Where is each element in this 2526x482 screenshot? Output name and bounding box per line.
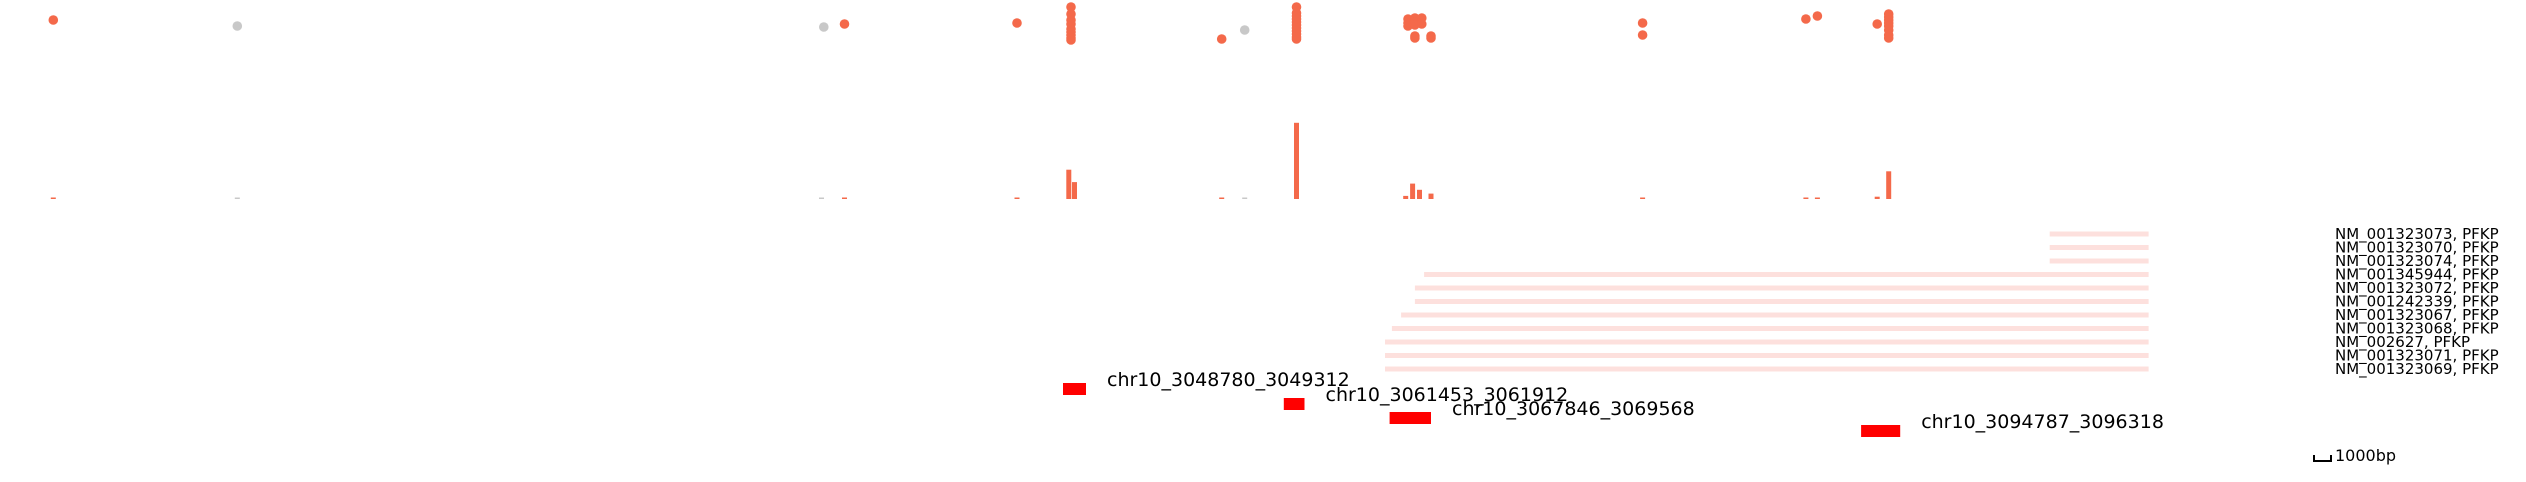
scale-bar-label: 1000bp <box>2335 446 2396 465</box>
scatter-point <box>1637 30 1648 40</box>
signal-bar <box>1242 197 1248 199</box>
signal-bar-track <box>50 122 1892 199</box>
scatter-point <box>1637 18 1648 28</box>
scatter-point <box>1872 19 1882 29</box>
scatter-point <box>1012 18 1022 28</box>
signal-bar <box>234 197 240 199</box>
scatter-point <box>1066 2 1076 12</box>
signal-bar <box>1803 197 1809 199</box>
signal-bar <box>1814 197 1820 199</box>
signal-bar <box>1874 196 1880 199</box>
signal-bar <box>1014 197 1020 199</box>
scatter-point <box>1066 35 1076 45</box>
transcript-label: NM_001323073, PFKP <box>2335 225 2499 244</box>
transcript-label: NM_001323071, PFKP <box>2335 347 2499 366</box>
signal-bar <box>1294 122 1299 199</box>
transcript-label: NM_001323069, PFKP <box>2335 360 2499 379</box>
scatter-point <box>1883 33 1894 43</box>
transcript-label: NM_001323072, PFKP <box>2335 279 2499 298</box>
scale-bar: 1000bp <box>2313 446 2396 465</box>
scatter-point <box>1239 25 1250 35</box>
transcript-line <box>2049 231 2149 237</box>
transcript-label: NM_002627, PFKP <box>2335 333 2470 352</box>
peak-label: chr10_3067846_3069568 <box>1452 398 1695 420</box>
peak-block <box>1063 383 1086 395</box>
transcript-line <box>1414 285 2149 291</box>
scatter-point <box>1426 33 1436 43</box>
transcript-line <box>1385 366 2149 372</box>
transcript-line <box>1414 299 2149 304</box>
scale-bar-mark <box>2313 455 2332 462</box>
transcript-line <box>1424 272 2149 277</box>
scatter-point <box>819 22 829 32</box>
signal-bar <box>1219 197 1225 199</box>
signal-bar <box>1066 169 1072 199</box>
scatter-point <box>1417 19 1427 29</box>
scatter-point <box>1216 34 1227 44</box>
scatter-point <box>839 19 850 29</box>
association-scatter-track <box>48 2 1894 45</box>
scatter-point <box>1291 34 1302 44</box>
transcript-line <box>1385 353 2149 358</box>
transcript-label: NM_001323068, PFKP <box>2335 320 2499 339</box>
transcript-line <box>1391 326 2149 331</box>
signal-bar <box>842 197 847 199</box>
peak-block <box>1283 398 1305 410</box>
peak-label: chr10_3048780_3049312 <box>1107 369 1350 391</box>
transcript-label: NM_001323070, PFKP <box>2335 239 2499 258</box>
transcript-line <box>1401 312 2149 318</box>
signal-bar <box>50 197 56 199</box>
signal-bar <box>1428 193 1434 199</box>
transcript-label: NM_001323074, PFKP <box>2335 252 2499 271</box>
transcript-label: NM_001323067, PFKP <box>2335 306 2499 325</box>
peak-label: chr10_3061453_3061912 <box>1326 384 1569 406</box>
transcript-line <box>2049 258 2149 264</box>
signal-bar <box>1886 171 1892 199</box>
scatter-point <box>1812 11 1823 21</box>
peak-track: chr10_3048780_3049312chr10_3061453_30619… <box>1063 369 2164 437</box>
peak-block <box>1389 412 1431 424</box>
transcript-label: NM_001345944, PFKP <box>2335 266 2499 285</box>
signal-bar <box>1403 195 1409 199</box>
scatter-point <box>232 21 243 31</box>
transcript-label: NM_001242339, PFKP <box>2335 293 2499 312</box>
signal-bar <box>1640 197 1646 199</box>
signal-bar <box>1417 189 1422 199</box>
signal-bar <box>1072 182 1077 199</box>
peak-block <box>1861 425 1901 437</box>
signal-bar <box>819 197 824 199</box>
transcript-line <box>2049 245 2149 250</box>
transcript-line <box>1385 339 2149 345</box>
scatter-point <box>48 15 59 25</box>
scatter-point <box>1410 33 1420 43</box>
peak-label: chr10_3094787_3096318 <box>1921 411 2164 433</box>
signal-bar <box>1410 183 1416 199</box>
scatter-point <box>1801 14 1811 24</box>
